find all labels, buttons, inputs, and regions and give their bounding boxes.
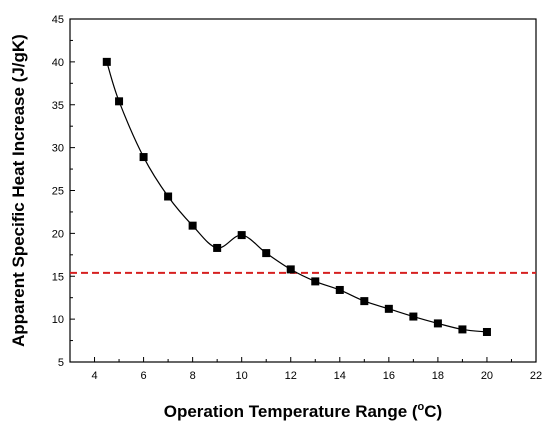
x-tick-label: 16 (383, 370, 395, 382)
x-axis-title-sup: o (418, 401, 425, 413)
data-point (409, 312, 418, 321)
y-tick-label: 30 (52, 143, 64, 155)
y-tick-label: 25 (52, 186, 64, 198)
x-tick-label: 6 (141, 370, 147, 382)
x-tick-label: 10 (236, 370, 248, 382)
data-point (213, 243, 222, 252)
x-axis-title-end: C) (424, 402, 442, 421)
data-point (139, 153, 148, 162)
data-point (286, 265, 295, 274)
data-point (360, 297, 369, 306)
x-tick-label: 22 (530, 370, 542, 382)
y-tick-label: 15 (52, 271, 64, 283)
data-point (102, 57, 111, 66)
x-axis-title-main: Operation Temperature Range ( (164, 402, 418, 421)
x-axis-title: Operation Temperature Range (oC) (164, 401, 442, 421)
x-tick-label: 20 (481, 370, 493, 382)
data-point (115, 97, 124, 106)
x-tick-label: 12 (285, 370, 297, 382)
y-tick-label: 35 (52, 100, 64, 112)
data-point (164, 192, 173, 201)
data-point (335, 285, 344, 294)
y-tick-label: 45 (52, 14, 64, 26)
y-tick-label: 5 (58, 357, 64, 369)
data-point (311, 277, 320, 286)
y-axis-ticks: 5 10 15 20 25 30 35 40 45 (52, 14, 75, 369)
data-point (188, 221, 197, 230)
x-axis-ticks: 4 6 8 10 12 14 16 18 20 22 (69, 357, 542, 382)
series-line (106, 61, 488, 333)
data-point (262, 249, 271, 258)
x-tick-label: 4 (91, 370, 97, 382)
y-axis-title: Apparent Specific Heat Increase (J/gK) (9, 34, 28, 347)
x-tick-label: 18 (432, 370, 444, 382)
y-tick-label: 20 (52, 228, 64, 240)
x-tick-label: 14 (334, 370, 346, 382)
data-point (237, 231, 246, 240)
plot-frame (69, 18, 537, 363)
y-tick-label: 40 (52, 57, 64, 69)
data-point (384, 304, 393, 313)
data-point (482, 327, 491, 336)
x-tick-label: 8 (190, 370, 196, 382)
data-point (458, 325, 467, 334)
y-tick-label: 10 (52, 314, 64, 326)
data-points (102, 57, 491, 336)
data-point (433, 319, 442, 328)
